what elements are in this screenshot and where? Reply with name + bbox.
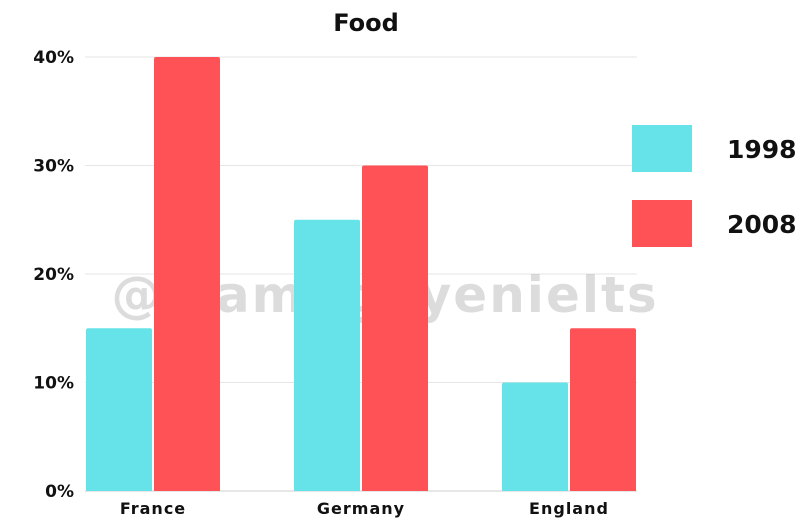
bar-2008-france	[154, 57, 220, 491]
chart-title: Food	[333, 9, 399, 37]
bars	[86, 57, 636, 491]
x-tick-label-england: England	[529, 499, 609, 518]
y-tick-label: 0%	[45, 482, 74, 502]
y-axis-ticks: 0% 10% 20% 30% 40%	[33, 48, 74, 502]
y-tick-label: 40%	[33, 48, 74, 68]
bar-2008-germany	[362, 165, 428, 491]
bar-1998-england	[502, 382, 568, 491]
y-tick-label: 20%	[33, 265, 74, 285]
bar-1998-germany	[294, 219, 360, 491]
y-tick-label: 30%	[33, 157, 74, 177]
bar-1998-france	[86, 328, 152, 491]
legend-swatch-2008	[632, 200, 692, 247]
bar-2008-england	[570, 328, 636, 491]
x-tick-label-germany: Germany	[317, 499, 405, 518]
x-axis-labels: France Germany England	[120, 499, 609, 518]
legend-label-1998: 1998	[727, 135, 797, 164]
x-tick-label-france: France	[120, 499, 186, 518]
legend-label-2008: 2008	[727, 210, 797, 239]
legend-swatch-1998	[632, 125, 692, 172]
y-tick-label: 10%	[33, 374, 74, 394]
legend: 1998 2008	[632, 125, 797, 247]
